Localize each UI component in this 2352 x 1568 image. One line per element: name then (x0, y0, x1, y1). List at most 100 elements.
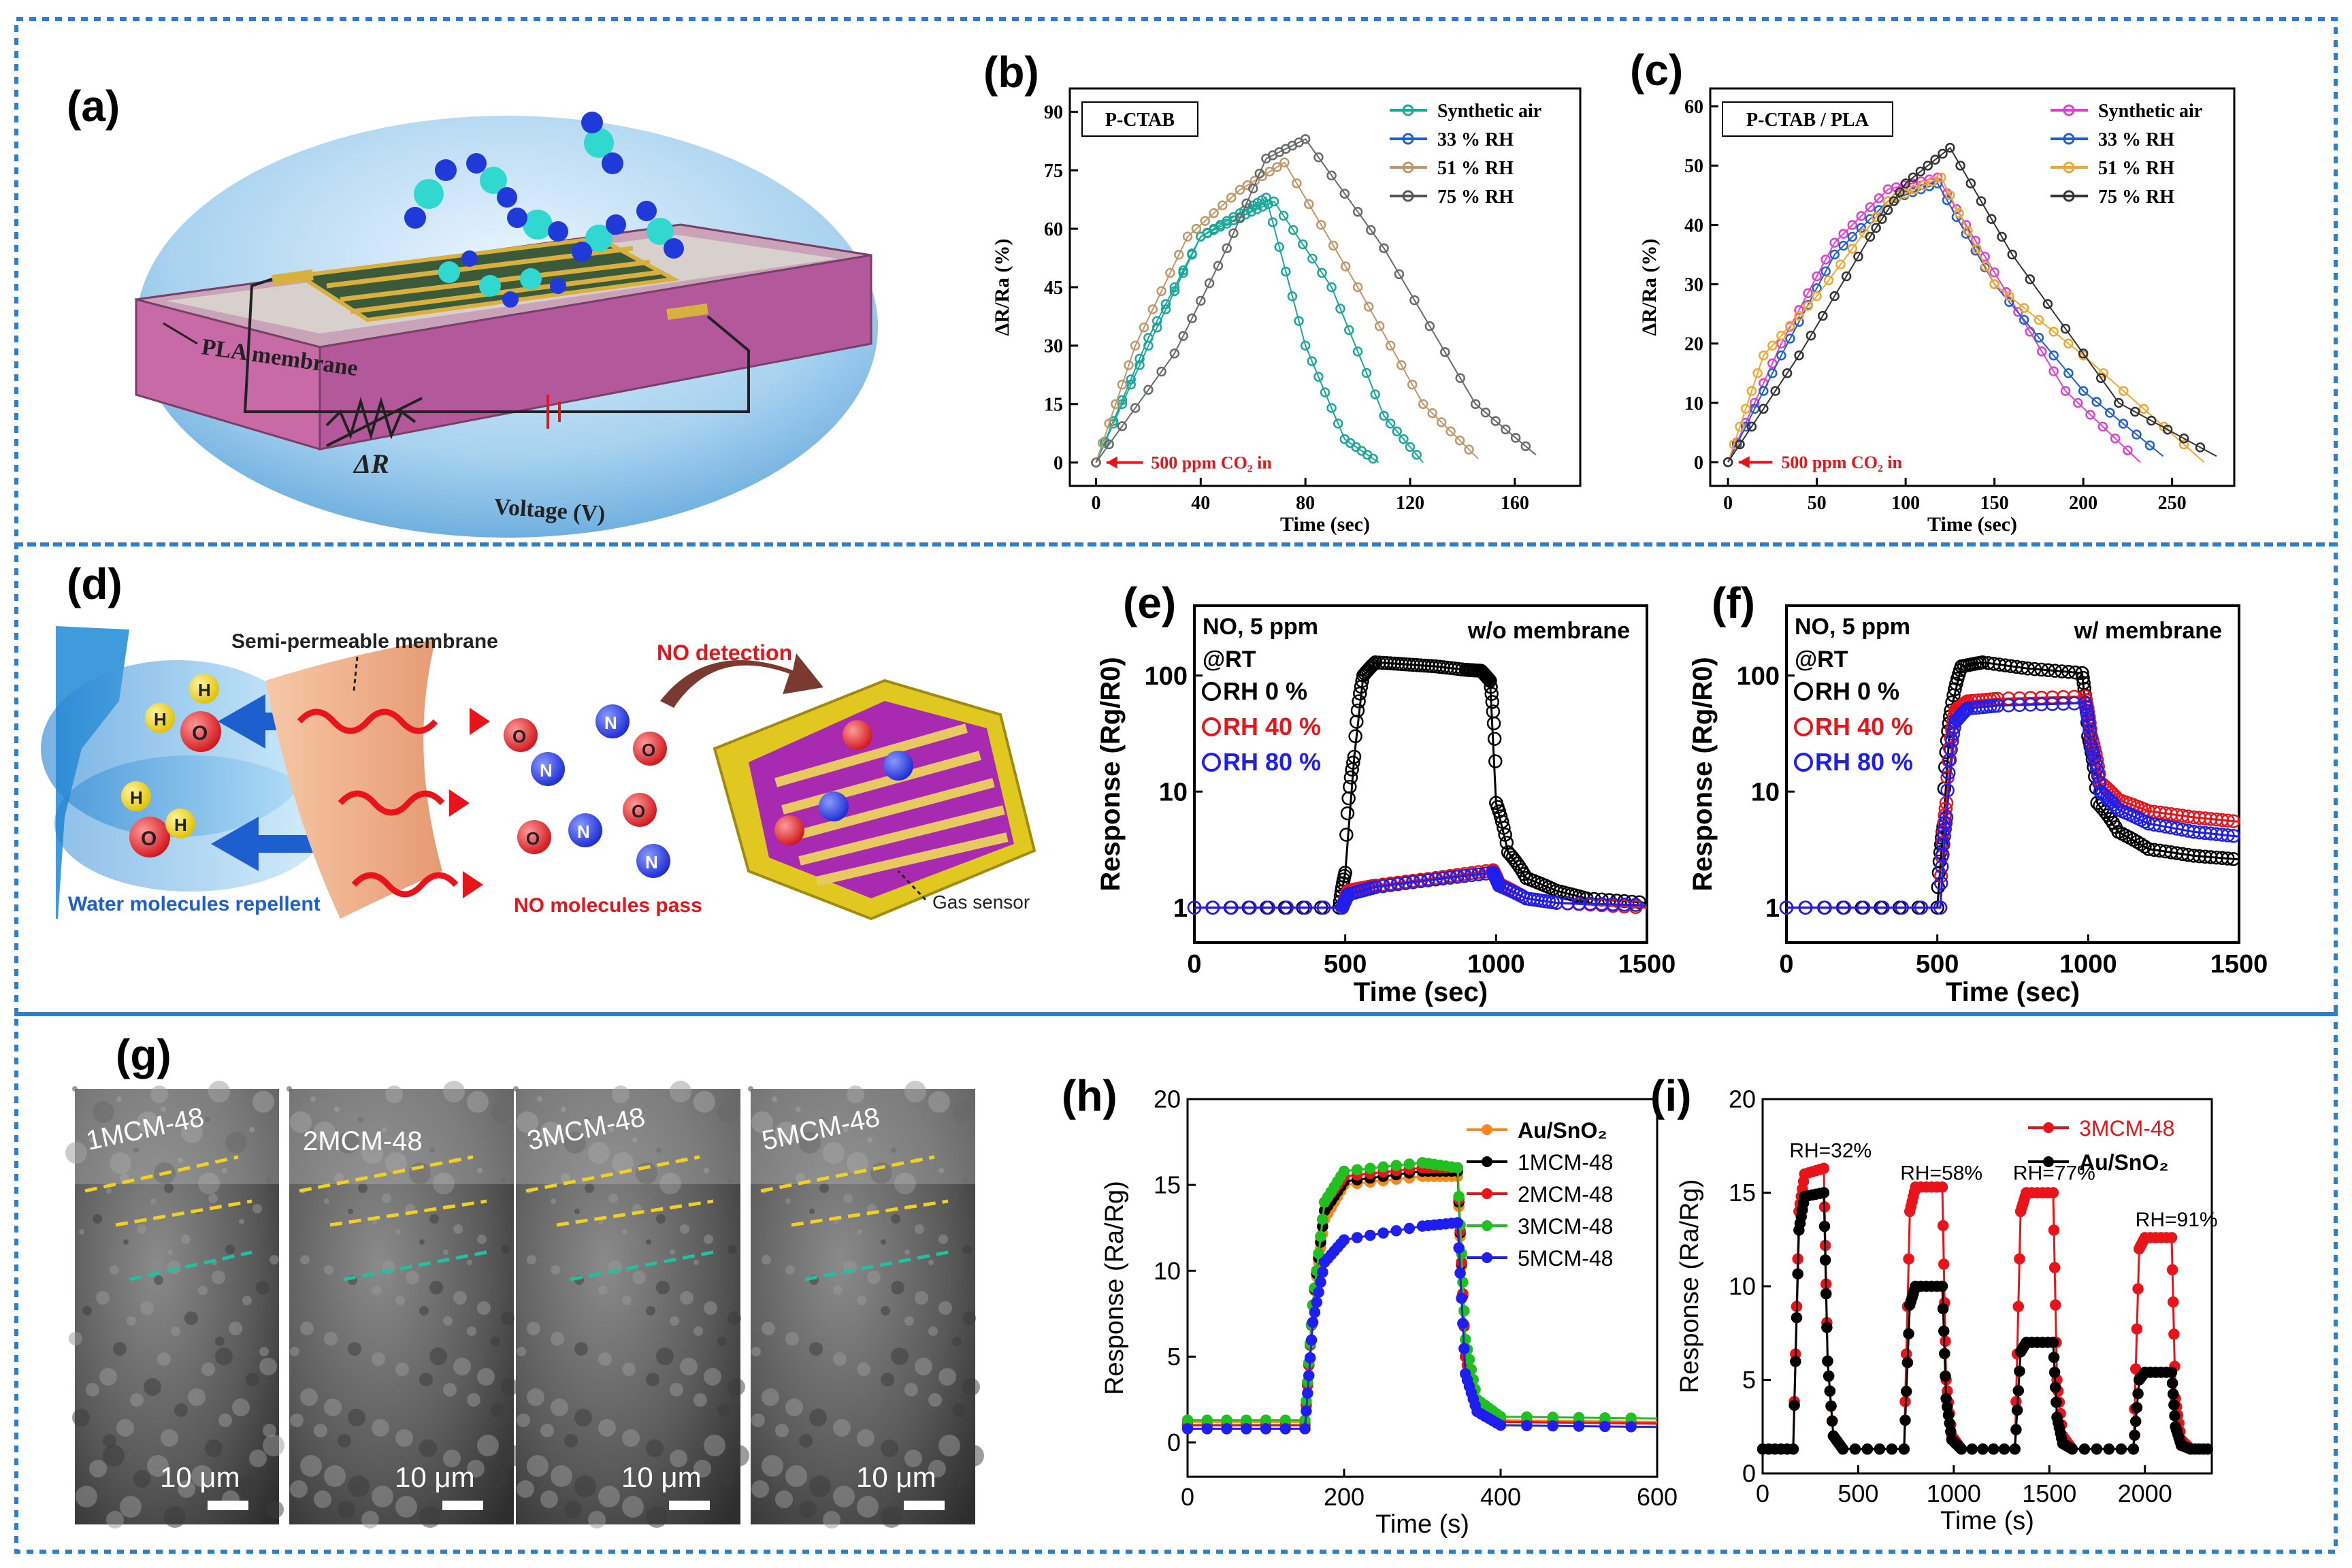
data-point (1399, 876, 1413, 890)
data-point (1272, 162, 1282, 172)
data-point (1379, 243, 1389, 253)
sem-texture-grain (551, 1465, 572, 1487)
data-point (1779, 900, 1794, 915)
sem-texture-grain (290, 1111, 312, 1133)
data-point (2080, 708, 2095, 723)
data-point (1722, 457, 1733, 468)
data-point (1143, 385, 1154, 395)
sem-surface-layer (751, 1089, 975, 1184)
data-point (1927, 176, 1938, 186)
gas-sensor-label: Gas sensor (932, 892, 1030, 913)
data-point (1966, 1443, 1978, 1455)
data-point (1939, 810, 1954, 825)
condition-label: NO, 5 ppm (1203, 614, 1318, 640)
sem-texture-grain (467, 1393, 480, 1407)
data-point (2051, 1396, 2062, 1408)
scale-bar (904, 1501, 945, 1510)
data-point (1346, 755, 1360, 770)
data-point (1428, 872, 1443, 887)
y-axis-title: Response (Ra/Rg) (1100, 1181, 1129, 1395)
data-point (2004, 291, 2014, 301)
data-point (1201, 1423, 1213, 1435)
data-point (1799, 900, 1813, 915)
data-point (1463, 1354, 1475, 1365)
data-point (1340, 806, 1355, 821)
sem-texture-grain (612, 1085, 630, 1103)
data-point (1178, 331, 1188, 341)
data-point (1759, 350, 1769, 361)
data-point (2166, 1264, 2178, 1276)
sem-texture-grain (564, 1501, 582, 1518)
data-point (2009, 1443, 2021, 1455)
data-point (1936, 1280, 1948, 1292)
data-point (1861, 1443, 1874, 1455)
data-point (1752, 368, 1763, 378)
data-point (1409, 658, 1424, 672)
data-point (1944, 742, 1958, 757)
data-point (1299, 1423, 1311, 1435)
data-point (2221, 828, 2235, 843)
data-point (1759, 386, 1769, 396)
sem-texture-grain (622, 1229, 627, 1235)
data-point (1352, 282, 1363, 293)
series-rh-0-- (1187, 655, 1648, 915)
sem-texture-grain (928, 1460, 946, 1477)
legend-marker (1794, 682, 1813, 701)
atom-o-1: O (192, 722, 208, 745)
data-point (1260, 1423, 1272, 1435)
data-point (1130, 340, 1141, 351)
data-point (1298, 900, 1313, 915)
sem-texture-grain (467, 1460, 485, 1477)
data-point (1326, 170, 1337, 181)
data-point (1209, 208, 1219, 218)
sem-texture-grain (184, 1311, 198, 1325)
data-point (2042, 299, 2053, 309)
sem-texture-grain (198, 1286, 208, 1295)
data-point (2168, 1296, 2179, 1308)
chart-h: 0 200 400 600 0 5 10 15 20 Time (s) Response (Ra/R… (1100, 1085, 1678, 1539)
data-point (1820, 1288, 1832, 1300)
sem-texture-grain (259, 1347, 269, 1356)
sem-texture-grain (382, 1127, 387, 1132)
data-point (1767, 358, 1778, 369)
legend-label: RH 40 % (1223, 713, 1321, 740)
sem-texture-grain (89, 1460, 107, 1477)
data-point (1965, 178, 1976, 189)
sem-texture-grain (419, 1239, 425, 1245)
chart-b: 0 40 80 120 160 0 15 30 45 60 75 90 Time (sec) ΔR/Ra … (991, 87, 1582, 536)
sem-texture-grain (598, 1286, 608, 1295)
no-pass-label: NO molecules pass (514, 894, 702, 917)
sem-texture-grain (72, 1086, 78, 1092)
data-point (1788, 1399, 1800, 1411)
data-point (1221, 1423, 1232, 1435)
data-point (1829, 249, 1840, 260)
sem-texture-grain (501, 1178, 506, 1183)
sem-texture-grain (314, 1122, 336, 1143)
sem-texture-grain (395, 1496, 417, 1518)
data-point (1549, 896, 1564, 910)
legend-marker (1482, 1124, 1492, 1135)
x-tick-label: 0 (1756, 1480, 1769, 1507)
sem-texture-grain (540, 1424, 554, 1437)
sem-texture-grain (290, 1414, 304, 1427)
data-point (1939, 1348, 1950, 1360)
data-point (2085, 410, 2095, 420)
data-point (1304, 1352, 1316, 1364)
sem-texture-grain (161, 1429, 178, 1447)
data-point (1365, 1162, 1376, 1174)
y-tick-label: 100 (1737, 662, 1780, 691)
data-point (1302, 1387, 1313, 1399)
data-point (2162, 424, 2173, 435)
sem-texture-grain (324, 1465, 346, 1487)
sem-texture-grain (218, 1414, 232, 1427)
data-point (2036, 346, 2047, 357)
sem-texture-grain (453, 1358, 471, 1375)
data-point (1746, 386, 1757, 396)
data-point (2127, 1443, 2140, 1455)
sem-texture-grain (208, 1081, 230, 1102)
data-point (1486, 716, 1501, 731)
data-point (1339, 828, 1354, 842)
data-point (1841, 271, 1852, 282)
data-point (1174, 250, 1184, 260)
